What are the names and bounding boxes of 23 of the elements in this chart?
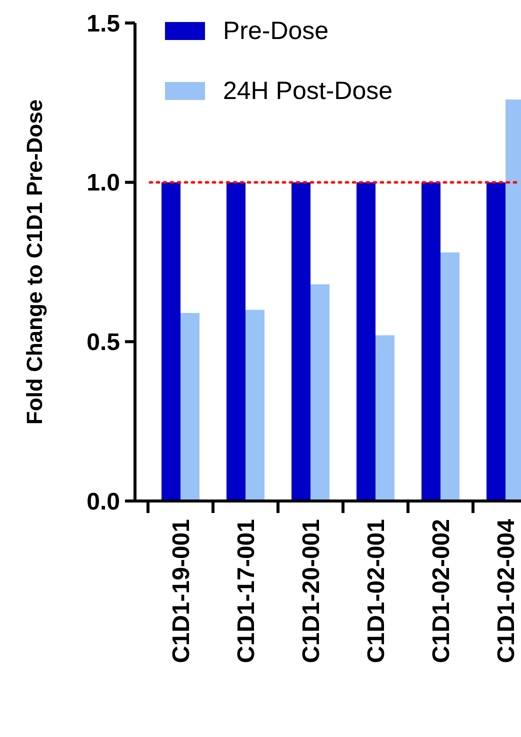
bar <box>310 284 330 501</box>
x-tick-label: C1D1-17-001 <box>232 519 260 664</box>
y-tick-label: 1.5 <box>86 10 120 38</box>
x-tick-label: C1D1-02-001 <box>362 519 390 664</box>
y-tick-label: 1.0 <box>86 170 120 197</box>
bar <box>162 182 180 501</box>
x-tick-label: C1D1-02-004 <box>492 518 520 664</box>
y-tick-label: 0.5 <box>86 329 120 356</box>
bar <box>356 182 376 501</box>
legend-label: Pre-Dose <box>223 16 329 45</box>
x-tick-label: C1D1-19-001 <box>168 519 195 664</box>
bar <box>440 252 460 501</box>
bar <box>226 182 246 501</box>
x-tick-label: C1D1-20-001 <box>298 519 325 664</box>
bar <box>376 335 394 501</box>
y-axis-title: Fold Change to C1D1 Pre-Dose <box>22 99 47 425</box>
bar <box>422 182 440 501</box>
bar <box>180 312 200 501</box>
bar <box>292 182 310 501</box>
legend-label: 24H Post-Dose <box>223 76 393 105</box>
x-tick-label: C1D1-02-002 <box>428 519 455 664</box>
bar <box>246 310 264 501</box>
y-tick-label: 0.0 <box>86 488 120 516</box>
